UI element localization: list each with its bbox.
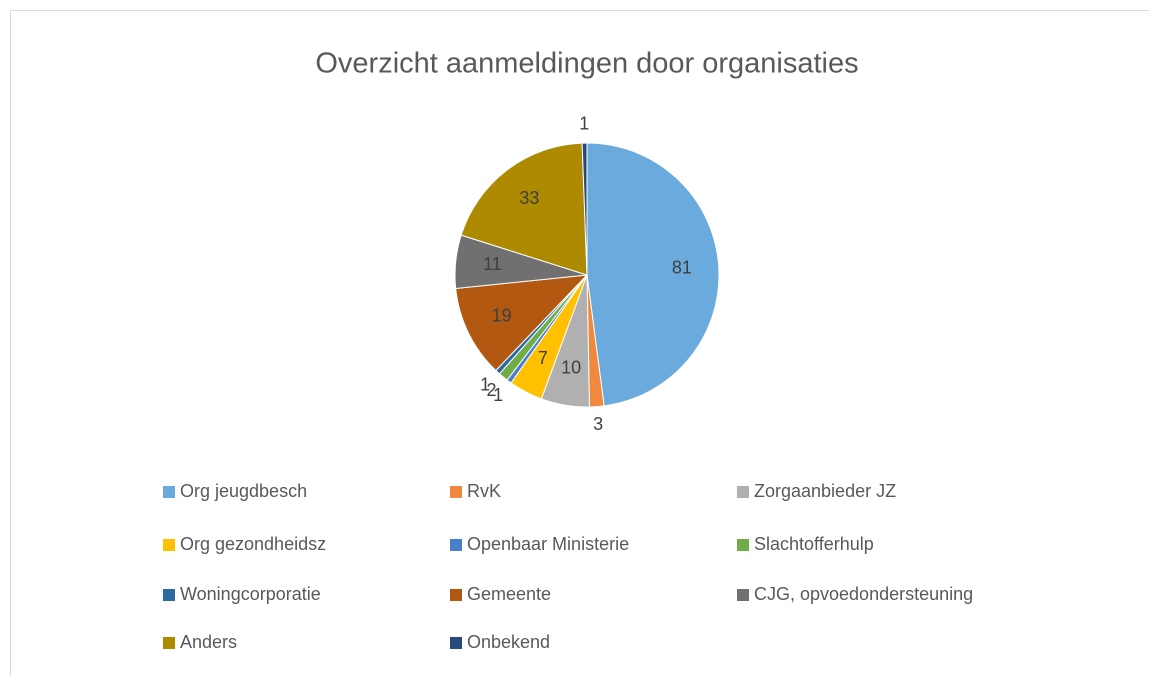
data-label: 3 — [593, 414, 603, 434]
legend-swatch — [737, 486, 749, 498]
legend-swatch — [450, 637, 462, 649]
data-label: 11 — [483, 254, 502, 274]
legend-label: Openbaar Ministerie — [467, 534, 629, 554]
legend-swatch — [737, 539, 749, 551]
pie-slice — [455, 274, 589, 372]
legend-label: Woningcorporatie — [180, 584, 321, 604]
legend-label: Org jeugdbesch — [180, 481, 307, 501]
legend-label: Anders — [180, 632, 237, 652]
legend-swatch — [450, 589, 462, 601]
data-label: 1 — [579, 113, 589, 133]
legend-label: RvK — [467, 481, 501, 501]
legend-swatch — [450, 539, 462, 551]
legend-label: Zorgaanbieder JZ — [754, 481, 896, 501]
legend-label: CJG, opvoedondersteuning — [754, 584, 973, 604]
data-label: 81 — [672, 258, 692, 278]
legend-swatch — [163, 486, 175, 498]
data-label: 1 — [480, 375, 490, 395]
legend-swatch — [163, 589, 175, 601]
legend-label: Org gezondheidsz — [180, 534, 326, 554]
legend-swatch — [163, 637, 175, 649]
legend-label: Onbekend — [467, 632, 550, 652]
data-label: 7 — [538, 348, 548, 368]
chart-title: Overzicht aanmeldingen door organisaties — [315, 48, 858, 80]
data-label: 10 — [561, 357, 581, 377]
data-label: 19 — [492, 306, 512, 326]
data-label: 33 — [519, 188, 539, 208]
pie-slice — [586, 142, 720, 407]
legend-swatch — [737, 589, 749, 601]
pie-slice — [460, 142, 588, 276]
pie-slice — [581, 142, 588, 276]
data-label: 2 — [486, 380, 496, 400]
legend-label: Gemeente — [467, 584, 551, 604]
data-label: 1 — [493, 385, 503, 405]
legend-label: Slachtofferhulp — [754, 534, 874, 554]
legend-swatch — [450, 486, 462, 498]
legend-swatch — [163, 539, 175, 551]
